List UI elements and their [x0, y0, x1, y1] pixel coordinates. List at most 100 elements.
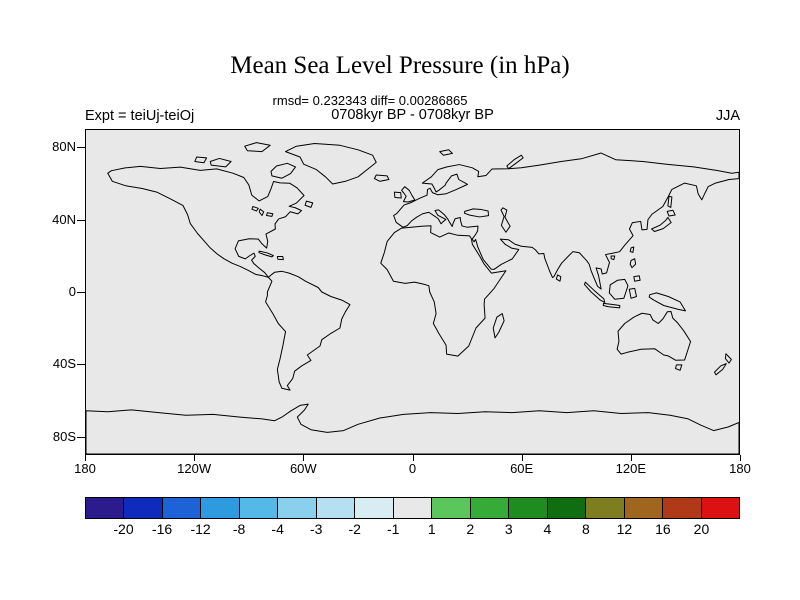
colorbar-tick-label: -2 [348, 521, 361, 537]
x-axis-tick [740, 455, 741, 461]
x-axis-tick [303, 455, 305, 461]
coastline-svalbard [440, 150, 453, 155]
x-axis-label: 60E [510, 461, 534, 476]
colorbar-segment [201, 498, 240, 518]
experiment-label: Expt = teiUj-teiOj [85, 108, 195, 124]
coastline-antarctica [86, 404, 739, 454]
colorbar-segment [124, 498, 163, 518]
colorbar-tick-label: -12 [190, 521, 211, 537]
world-map [86, 130, 739, 454]
coastline-victoria-island [210, 158, 231, 166]
colorbar-tick-label: -20 [113, 521, 134, 537]
coastline-banks-island [195, 157, 207, 163]
coastline-iceland [374, 175, 389, 181]
colorbar-tick-label: -3 [309, 521, 323, 537]
comparison-label: 0708kyr BP - 0708kyr BP [331, 107, 494, 123]
colorbar-tick-label: -4 [271, 521, 284, 537]
coastline-sakhalin [668, 196, 672, 207]
colorbar-tick-label: -8 [232, 521, 246, 537]
colorbar-tick-label: -1 [387, 521, 400, 537]
colorbar-tick-label: 1 [427, 521, 436, 537]
x-axis-label: 120W [177, 461, 212, 476]
coastline-hispaniola [277, 257, 283, 260]
coastline-new-zealand-south [715, 364, 727, 375]
colorbar-tick-label: 12 [616, 521, 633, 537]
y-axis-tick [77, 147, 85, 149]
colorbar-segment [278, 498, 317, 518]
colorbar-tick-label: 3 [504, 521, 513, 537]
stats-line: rmsd= 0.232343 diff= 0.00286865 [272, 93, 468, 108]
coastline-hainan [611, 256, 615, 260]
coastline-newfoundland [305, 201, 313, 207]
coastline-baffin-island [271, 163, 295, 178]
colorbar [85, 497, 740, 519]
y-axis-tick [77, 364, 85, 366]
coastline-hokkaido [667, 210, 675, 216]
colorbar-tick-label: 8 [581, 521, 590, 537]
coastline-greenland [286, 144, 377, 185]
colorbar-segment [239, 498, 279, 518]
coastline-sulawesi [629, 288, 636, 298]
lake-huron [259, 209, 264, 215]
coastline-novaya-zemlya [507, 155, 523, 169]
colorbar-tick-label: -16 [151, 521, 173, 537]
colorbar-segment [624, 498, 664, 518]
x-axis-label: 60W [289, 461, 317, 476]
colorbar-segment [316, 498, 356, 518]
coastline-south-america [266, 271, 350, 390]
coastline-australia [617, 311, 690, 360]
coastline-great-britain [402, 187, 415, 202]
y-axis-label: 80N [52, 139, 76, 155]
coastline-tasmania [676, 365, 682, 370]
coastline-eurasia [394, 153, 739, 289]
coastline-java [603, 303, 620, 308]
colorbar-segment [470, 498, 510, 518]
coastline-new-guinea [649, 293, 685, 311]
colorbar-segment [586, 498, 625, 518]
colorbar-segment [355, 498, 394, 518]
y-axis-label: 40N [52, 211, 76, 227]
colorbar-segment [701, 498, 739, 518]
colorbar-labels: -20 -16 -12 -8 -4 -3 -2 -1 1 2 3 4 8 12 16 20 [85, 521, 740, 537]
x-axis-label: 0 [408, 461, 417, 476]
colorbar-segment [547, 498, 587, 518]
map-frame [85, 129, 740, 455]
x-axis-label: 120E [615, 461, 647, 476]
coastline-madagascar [493, 314, 504, 338]
colorbar-segment [162, 498, 202, 518]
x-axis-tick [412, 455, 414, 461]
y-axis-tick [77, 436, 85, 438]
colorbar-tick-label: 4 [543, 521, 552, 537]
coastline-ellesmere-island [245, 143, 270, 152]
x-axis-tick [630, 455, 632, 461]
coastline-new-zealand-north [725, 354, 731, 363]
lake-ontario [266, 213, 272, 217]
x-axis-tick [194, 455, 196, 461]
coastline-luzon [630, 259, 635, 268]
x-axis-label: 180 [74, 461, 96, 476]
colorbar-tick-label: 2 [466, 521, 475, 537]
coastline-mindanao [634, 276, 640, 281]
coastline-borneo [609, 279, 628, 299]
coastline-ireland [394, 192, 401, 198]
plot-title: Mean Sea Level Pressure (in hPa) [230, 52, 570, 79]
y-axis-label: 0 [68, 284, 76, 299]
lake-superior [252, 207, 258, 212]
colorbar-segment [86, 498, 125, 518]
coastline-sri-lanka [556, 275, 561, 281]
black-sea [464, 209, 488, 217]
y-axis-label: 80S [52, 428, 76, 444]
coastline-taiwan [630, 247, 634, 252]
colorbar-segment [663, 498, 702, 518]
colorbar-segment [393, 498, 433, 518]
x-axis-label: 180 [729, 461, 751, 476]
coastline-north-america [108, 166, 304, 277]
coastline-honshu [652, 217, 672, 231]
coastline-sumatra [584, 282, 604, 302]
y-axis-tick [77, 219, 85, 221]
season-label: JJA [715, 108, 740, 124]
colorbar-tick-label: 20 [693, 521, 710, 537]
y-axis-label: 40S [52, 356, 76, 372]
caspian-sea [501, 208, 510, 232]
